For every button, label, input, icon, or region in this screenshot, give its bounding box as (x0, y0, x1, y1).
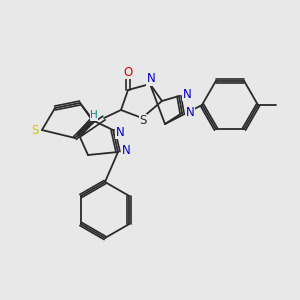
Text: N: N (186, 106, 194, 119)
Text: S: S (31, 124, 39, 136)
Text: N: N (116, 125, 124, 139)
Text: O: O (123, 65, 133, 79)
Text: N: N (122, 143, 130, 157)
Text: S: S (139, 115, 147, 128)
Text: N: N (183, 88, 191, 100)
Text: N: N (147, 73, 155, 85)
Text: H: H (90, 110, 98, 120)
